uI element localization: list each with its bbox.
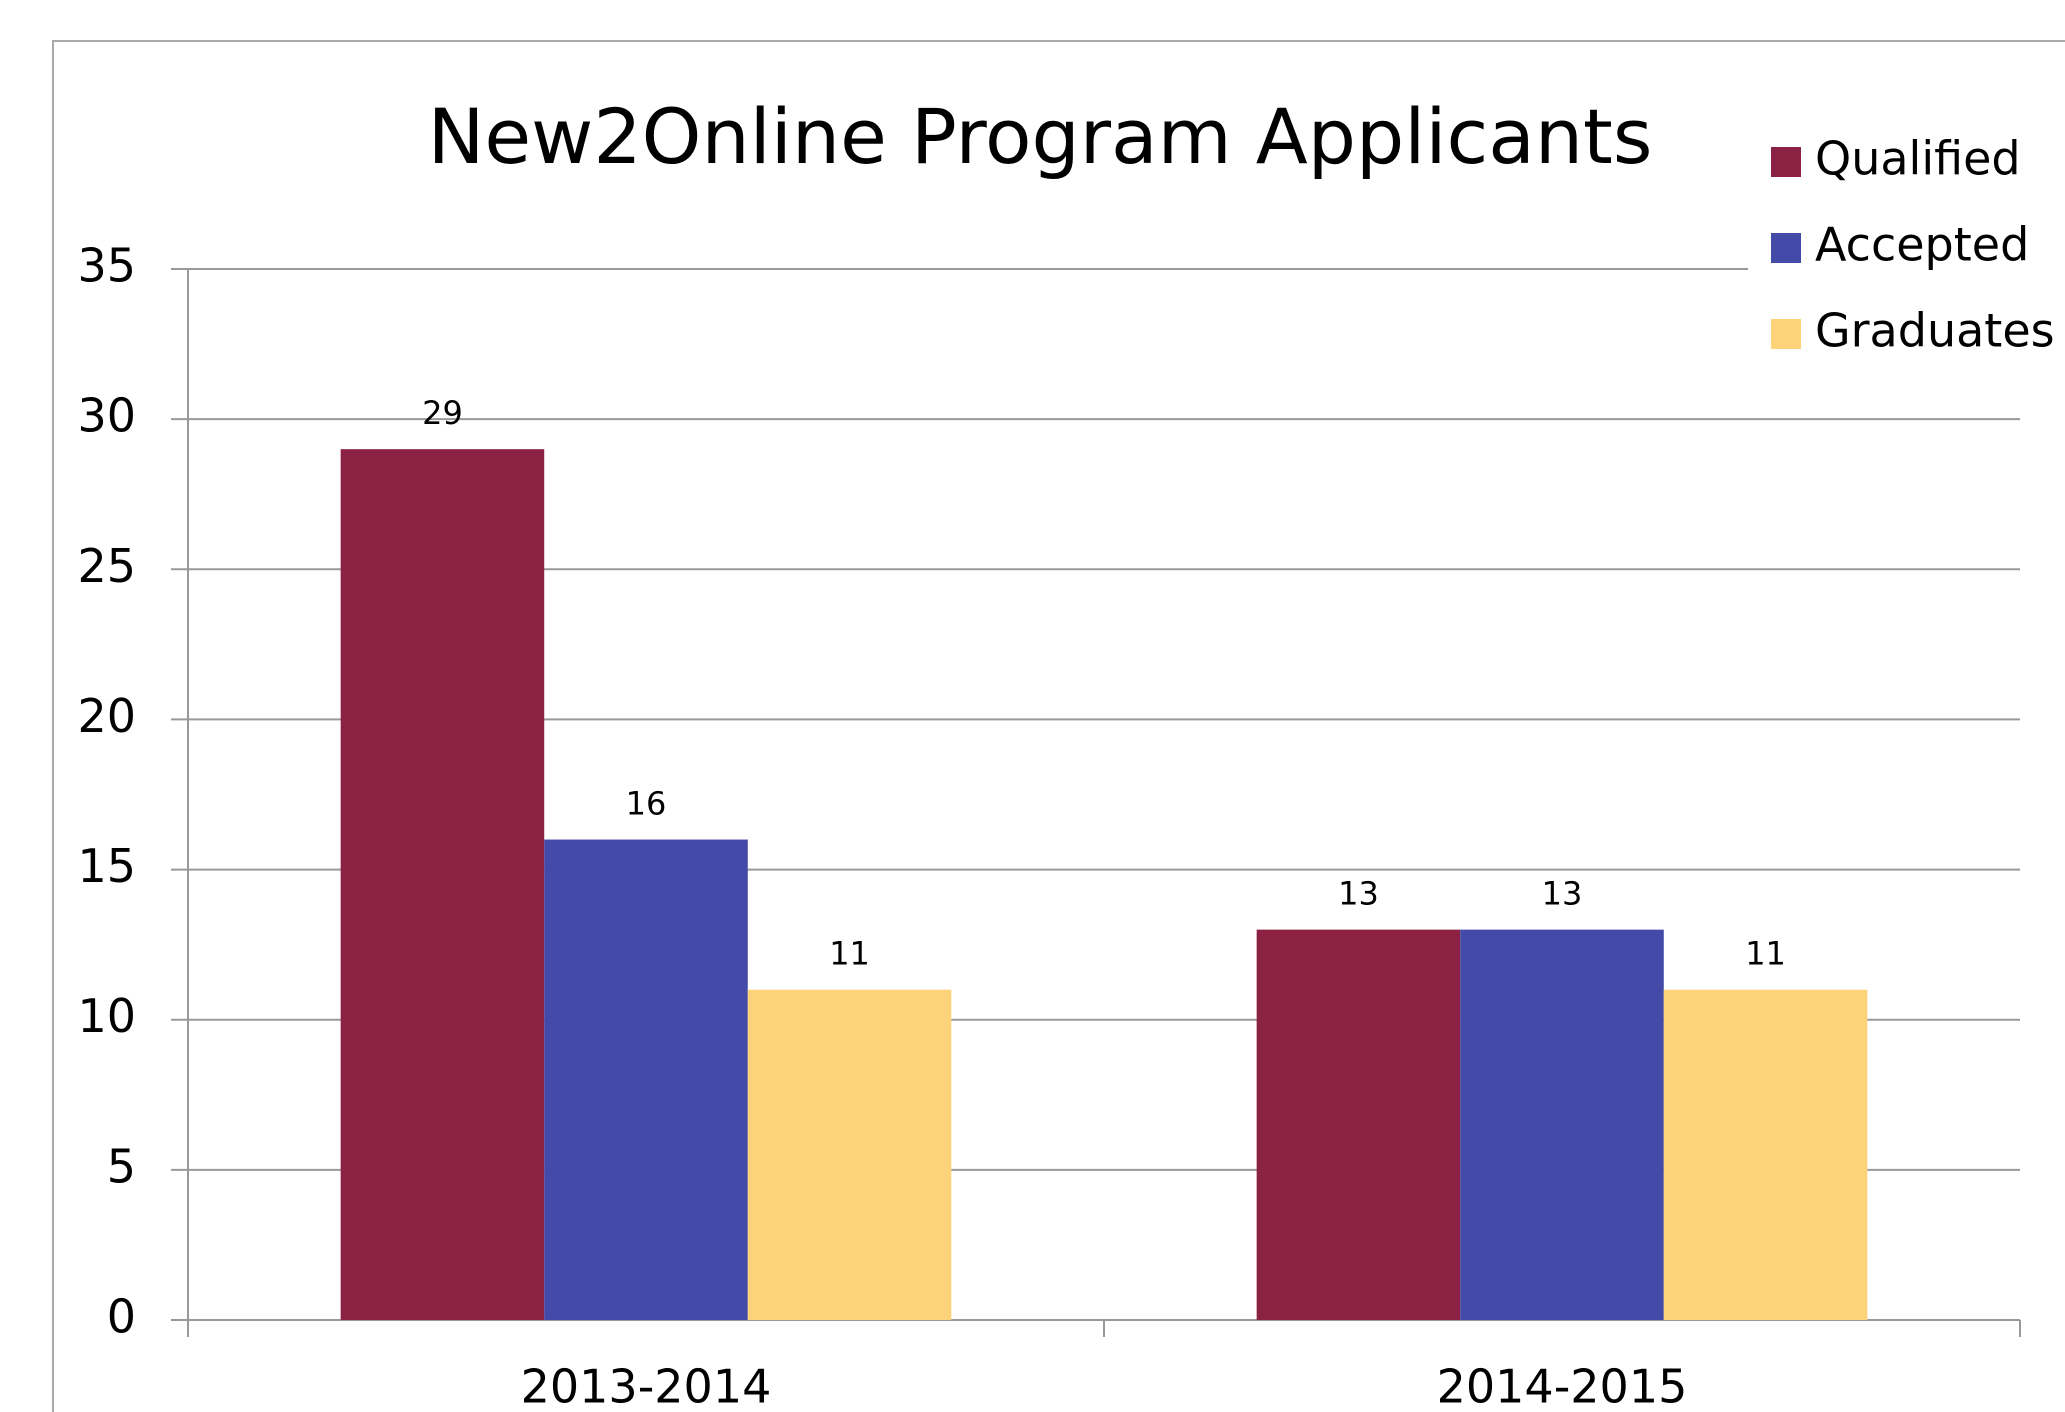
- legend-label: Accepted: [1815, 218, 2029, 272]
- y-tick-label: 0: [107, 1290, 136, 1344]
- y-tick-label: 30: [77, 389, 136, 443]
- legend-label: Qualified: [1815, 132, 2021, 186]
- y-tick-label: 35: [77, 239, 136, 293]
- legend-swatch: [1771, 147, 1801, 177]
- x-tick-label: 2014-2015: [1437, 1360, 1688, 1412]
- bar: [1460, 929, 1664, 1320]
- legend-swatch: [1771, 319, 1801, 349]
- y-tick-label: 10: [77, 989, 136, 1043]
- x-tick-label: 2013-2014: [521, 1360, 772, 1412]
- data-label: 13: [1542, 875, 1583, 913]
- legend-swatch: [1771, 233, 1801, 263]
- data-label: 29: [422, 394, 463, 432]
- data-label: 16: [626, 785, 667, 823]
- y-tick-label: 20: [77, 689, 136, 743]
- data-label: 13: [1338, 875, 1379, 913]
- y-tick-label: 25: [77, 539, 136, 593]
- bar: [544, 839, 748, 1320]
- data-label: 11: [1745, 935, 1786, 973]
- y-tick-label: 15: [77, 839, 136, 893]
- y-tick-label: 5: [107, 1139, 136, 1193]
- bar: [1256, 929, 1461, 1320]
- data-label: 11: [829, 935, 870, 973]
- bar: [747, 989, 952, 1320]
- bar: [1663, 989, 1868, 1320]
- chart-title: New2Online Program Applicants: [428, 92, 1653, 181]
- bar: [340, 449, 545, 1321]
- legend-label: Graduates: [1815, 304, 2055, 358]
